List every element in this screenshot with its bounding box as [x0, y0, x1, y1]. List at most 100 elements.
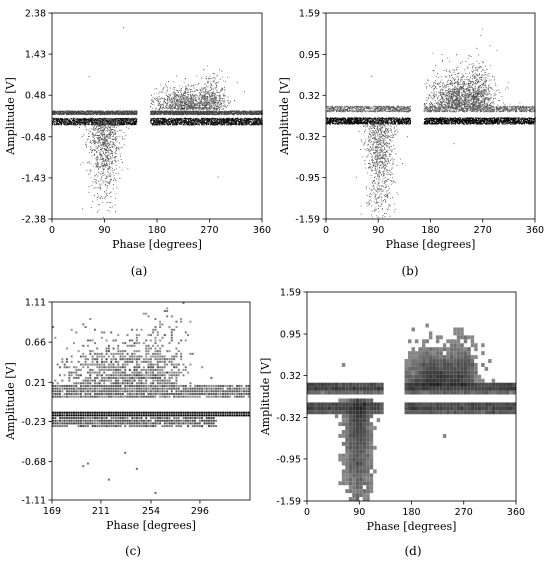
data-point [168, 124, 170, 126]
data-point [77, 123, 79, 125]
data-point [87, 110, 89, 112]
data-point [109, 111, 111, 113]
data-point [135, 111, 137, 113]
data-point [70, 112, 72, 114]
data-point [243, 111, 245, 113]
data-point [91, 113, 93, 115]
data-point [90, 112, 92, 114]
data-point [62, 112, 64, 114]
data-point [239, 117, 241, 119]
data-point [167, 120, 169, 122]
data-point [116, 123, 118, 125]
data-point [211, 113, 213, 114]
data-point [189, 113, 191, 115]
data-point [84, 113, 86, 115]
data-point [187, 112, 189, 114]
data-point [134, 113, 136, 114]
data-point [84, 119, 86, 121]
data-point [209, 118, 211, 120]
data-point [196, 114, 198, 116]
data-point [81, 113, 83, 115]
data-point [70, 110, 72, 112]
data-point [83, 112, 85, 114]
data-point [228, 112, 230, 114]
data-point [116, 120, 118, 122]
data-point [116, 110, 118, 112]
data-point [214, 111, 216, 113]
chart-panel-a: 0 90 180 270 3602.381.430.48-0.48-1.43-2.38P… [4, 9, 271, 279]
data-point [66, 113, 68, 115]
data-point [120, 121, 121, 123]
data-point [72, 121, 74, 123]
data-point [181, 113, 183, 115]
data-point [183, 114, 185, 115]
data-point [251, 122, 253, 124]
data-point [103, 111, 105, 113]
data-point [101, 113, 103, 115]
data-point [184, 110, 186, 112]
data-point [88, 112, 90, 114]
data-point [104, 111, 106, 113]
data-point [255, 124, 257, 126]
data-point [183, 112, 185, 114]
data-point [89, 110, 91, 112]
data-point [173, 114, 175, 116]
data-point [191, 112, 192, 114]
data-point [186, 124, 188, 126]
data-point [261, 110, 262, 112]
data-point [198, 110, 200, 112]
data-point [172, 112, 174, 114]
data-point [161, 112, 163, 114]
data-point [167, 113, 169, 115]
data-point [115, 113, 117, 115]
data-point [260, 113, 262, 115]
data-point [61, 122, 63, 124]
data-point [57, 112, 59, 114]
data-point [117, 113, 119, 114]
data-point [71, 118, 73, 120]
data-point [231, 112, 233, 114]
data-point [197, 114, 199, 116]
data-point [203, 112, 205, 114]
data-point [205, 110, 207, 112]
data-point [251, 112, 253, 114]
data-point [72, 110, 74, 112]
data-point [132, 112, 134, 114]
data-point [84, 113, 86, 115]
data-point [66, 124, 68, 126]
data-point [184, 111, 186, 113]
data-point [132, 114, 134, 116]
data-point [157, 110, 159, 112]
data-point [185, 110, 187, 112]
data-point [88, 114, 89, 116]
data-point [100, 111, 101, 113]
data-point [160, 112, 162, 113]
data-point [254, 119, 256, 121]
data-point [119, 110, 121, 112]
data-point [224, 111, 226, 113]
data-point [70, 112, 72, 114]
data-point [70, 113, 71, 115]
data-point [225, 111, 227, 113]
data-point [119, 123, 121, 125]
data-point [136, 121, 138, 123]
data-point [163, 112, 164, 114]
data-point [154, 110, 156, 112]
data-point [181, 110, 183, 112]
data-point [233, 112, 235, 114]
data-point [122, 111, 123, 113]
data-point [91, 123, 93, 125]
data-point [234, 113, 236, 114]
data-point [176, 112, 177, 114]
data-point [195, 112, 197, 114]
data-point [260, 114, 262, 116]
data-point [67, 110, 69, 112]
data-point [197, 112, 199, 114]
data-point [109, 112, 110, 114]
data-point [179, 111, 181, 113]
data-point [176, 112, 178, 114]
data-point [184, 121, 186, 123]
data-point [189, 112, 191, 114]
data-point [125, 118, 126, 119]
data-point [175, 111, 176, 112]
